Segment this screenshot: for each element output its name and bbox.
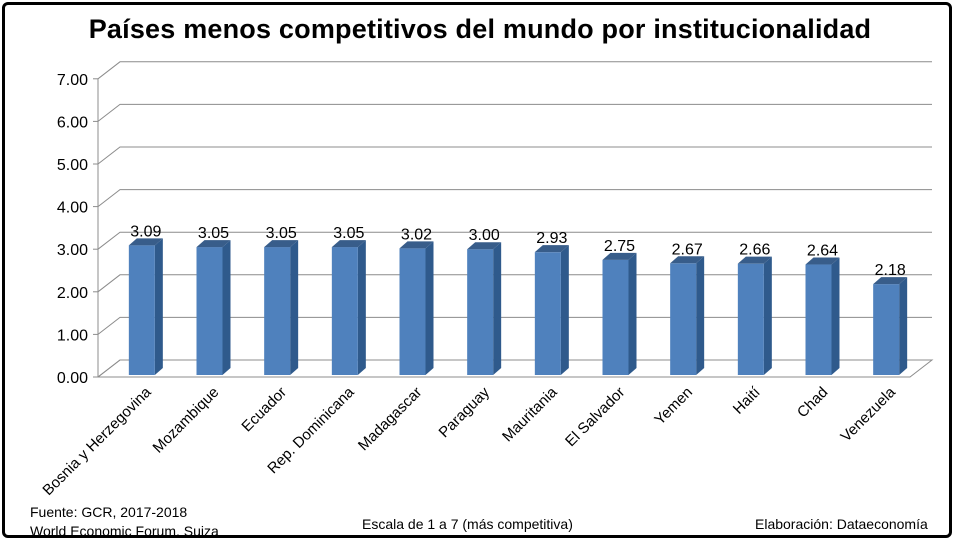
bar-top [399,241,434,249]
category-label: Mauritania [499,383,561,445]
data-label: 2.67 [672,241,703,258]
y-tick-label: 0.00 [57,370,88,387]
bar-top [196,240,231,248]
bar [534,252,561,375]
chart-title: Países menos competitivos del mundo por … [88,14,872,44]
data-label: 3.05 [198,225,229,242]
bar-side [290,240,299,375]
credit-note: Elaboración: Dataeconomía [755,516,928,532]
category-label: El Salvador [562,384,628,450]
bar-top [467,242,502,250]
data-label: 3.05 [266,225,297,242]
bar-side [154,238,163,375]
source-line-1: Fuente: GCR, 2017-2018 [30,504,188,520]
category-label: Madagascar [355,384,425,454]
data-label: 2.93 [536,230,567,247]
y-tick-label: 1.00 [57,327,88,344]
bar-top [264,240,299,248]
data-label: 3.02 [401,226,432,243]
gridline [97,316,932,335]
bar-side [831,257,840,375]
bar [331,247,358,375]
bar-top [805,257,840,265]
bar [670,263,697,375]
source-note: Fuente: GCR, 2017-2018 World Economic Fo… [30,503,219,541]
category-label: Bosnia y Herzegovina [39,383,155,499]
gridline [97,103,932,122]
data-label: 3.05 [333,225,364,242]
category-label: Ecuador [238,384,290,436]
scale-note: Escala de 1 a 7 (más competitiva) [362,516,573,532]
bar [196,247,223,375]
gridline [97,231,932,250]
bar-top [670,256,705,264]
bar-side [628,252,637,375]
y-tick-label: 6.00 [57,114,88,131]
bar-side [899,277,908,375]
bar-top [128,238,163,246]
bar [264,247,291,375]
bar-side [357,240,366,375]
category-label: Chad [794,384,831,421]
data-label: 3.00 [469,227,500,244]
bar [128,245,155,375]
bar-top [534,245,569,253]
bar-side [222,240,231,375]
bar-top [602,252,637,260]
gridline [97,274,932,293]
bar-top [873,277,908,285]
bar-side [763,256,772,375]
category-label: Haití [730,383,764,417]
bar-side [696,256,705,375]
source-line-2: World Economic Forum, Suiza [30,523,219,539]
y-tick-label: 3.00 [57,242,88,259]
category-label: Paraguay [436,383,494,441]
bar-side [493,242,502,375]
category-label: Yemen [651,384,696,429]
data-label: 2.75 [604,238,635,255]
bar-side [560,245,569,375]
data-label: 2.64 [807,243,838,260]
data-label: 2.66 [739,242,770,259]
gridline [97,61,932,80]
y-tick-label: 2.00 [57,285,88,302]
bar [805,264,832,375]
data-label: 2.18 [875,262,906,279]
data-label: 3.09 [130,223,161,240]
gridline [97,146,932,165]
bar [602,259,629,375]
bar-top [331,240,366,248]
y-tick-label: 5.00 [57,157,88,174]
bar [467,249,494,375]
bar-top [737,256,772,264]
gridline [97,189,932,207]
bar [873,284,900,375]
bar [399,248,426,375]
category-label: Venezuela [837,383,899,445]
bar [737,263,764,375]
y-tick-label: 7.00 [57,72,88,89]
y-tick-label: 4.00 [57,200,88,217]
gridline [97,359,932,378]
category-label: Mozambique [150,384,223,457]
bar-side [425,241,434,375]
